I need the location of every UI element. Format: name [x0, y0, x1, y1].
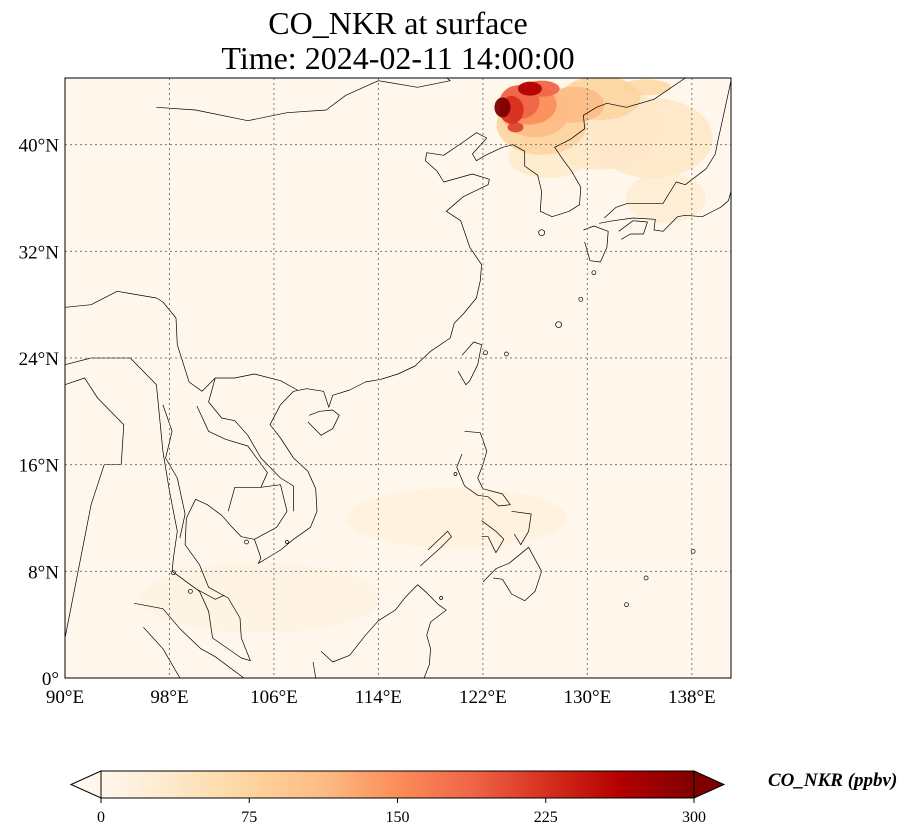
- lat-tick-label-5: 40°N: [19, 136, 60, 157]
- lat-tick-label-3: 24°N: [19, 349, 60, 370]
- concentration-blob-15: [621, 79, 672, 96]
- outline-taiwan: [457, 341, 482, 386]
- outline-mindanao: [482, 546, 542, 602]
- coastlines: [65, 65, 744, 682]
- lat-tick-label-0: 0°: [42, 669, 59, 690]
- colorbar-tick-label-4: 300: [682, 809, 706, 826]
- island-15: [171, 570, 176, 576]
- island-10: [690, 548, 696, 554]
- concentration-blob-18: [140, 563, 381, 633]
- concentration-blob-14: [507, 122, 524, 133]
- outline-luzon: [456, 430, 511, 507]
- outline-mongolia-border: [156, 78, 451, 122]
- concentration-blob-12: [517, 81, 542, 96]
- outline-samar-leyte: [511, 510, 532, 546]
- outline-sakhalin: [731, 65, 744, 76]
- outline-borneo: [312, 584, 447, 678]
- outline-honshu: [599, 80, 731, 232]
- colorbar: 0 75 150 225 300: [69, 770, 726, 826]
- island-13: [285, 540, 289, 544]
- island-9: [643, 575, 649, 581]
- island-11: [453, 472, 458, 476]
- lon-tick-label-6: 138°E: [668, 687, 716, 708]
- map-subtitle-time: Time: 2024-02-11 14:00:00: [221, 40, 575, 76]
- latitude-ticks: 0° 8°N 16°N 24°N 32°N 40°N: [19, 136, 60, 690]
- island-1: [483, 350, 488, 356]
- outline-china-myanmar-border: [162, 301, 298, 392]
- colorbar-tick-label-2: 150: [386, 809, 410, 826]
- outline-malaysia-thailand-border: [198, 589, 225, 600]
- lon-tick-label-1: 98°E: [150, 687, 188, 708]
- outline-myanmar-thailand-border: [162, 404, 186, 539]
- concentration-blob-17: [346, 488, 567, 548]
- lat-tick-label-1: 8°N: [28, 562, 59, 583]
- lon-tick-label-4: 122°E: [459, 687, 507, 708]
- lat-tick-label-4: 32°N: [19, 242, 60, 263]
- longitude-ticks: 90°E 98°E 106°E 114°E 122°E 130°E 138°E: [46, 687, 716, 708]
- island-14: [244, 539, 249, 545]
- island-4: [578, 296, 584, 302]
- outline-palawan: [419, 530, 452, 567]
- island-7: [623, 680, 625, 682]
- colorbar-extend-min: [69, 770, 102, 799]
- map-frame: [64, 77, 732, 679]
- island-8: [624, 602, 629, 608]
- lat-tick-label-2: 16°N: [19, 456, 60, 477]
- outline-himalaya-border: [65, 290, 164, 308]
- lon-tick-label-2: 106°E: [250, 687, 298, 708]
- island-16: [188, 588, 193, 594]
- gridlines: [65, 78, 731, 678]
- outline-hainan: [307, 409, 340, 436]
- outline-thailand-laos-border: [196, 405, 268, 512]
- colorbar-tick-label-0: 0: [97, 809, 105, 826]
- island-5: [591, 270, 597, 276]
- outline-shikoku: [618, 220, 648, 240]
- concentration-field: [140, 78, 713, 633]
- colorbar-extend-max: [693, 770, 726, 799]
- outline-laos-vietnam-border: [208, 377, 294, 512]
- lon-tick-label-0: 90°E: [46, 687, 84, 708]
- concentration-blob-16: [625, 173, 706, 223]
- outline-mainland-asia: [65, 78, 692, 662]
- map-title: CO_NKR at surface: [268, 5, 528, 41]
- colorbar-gradient: [101, 771, 694, 798]
- lon-tick-label-3: 114°E: [355, 687, 402, 708]
- map-background: [65, 78, 731, 678]
- outline-cambodia-vietnam-border: [254, 484, 288, 540]
- outline-visayas-north: [481, 520, 505, 554]
- island-12: [439, 596, 443, 600]
- colorbar-tick-label-3: 225: [534, 809, 558, 826]
- outline-kyushu: [583, 225, 609, 263]
- outline-sumatra: [134, 602, 245, 678]
- concentration-blob-13: [494, 97, 511, 118]
- island-6: [538, 229, 545, 237]
- island-3: [555, 321, 562, 329]
- lon-tick-label-5: 130°E: [563, 687, 611, 708]
- colorbar-label: CO_NKR (ppbv): [768, 770, 898, 791]
- colorbar-tick-label-1: 75: [241, 809, 257, 826]
- island-2: [504, 351, 509, 357]
